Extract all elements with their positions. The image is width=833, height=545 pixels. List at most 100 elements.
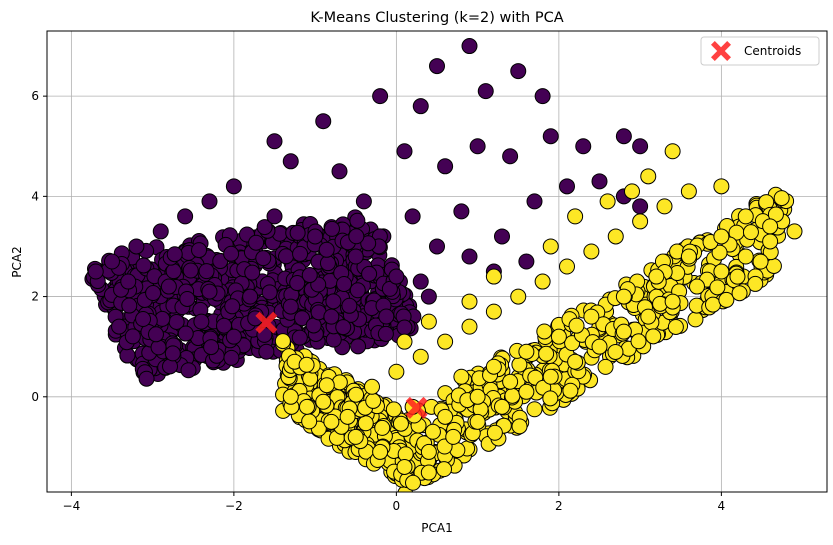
x-tick-label: −4 [63,499,81,513]
cluster-1-point [485,303,502,320]
cluster-0-point [396,143,413,160]
cluster-0-point [278,248,295,265]
cluster-0-point [378,308,395,325]
cluster-1-point [632,213,649,230]
cluster-0-point [349,282,366,299]
cluster-0-point [518,253,535,270]
cluster-1-point [536,323,553,340]
cluster-1-point [486,424,503,441]
cluster-0-point [225,178,242,195]
cluster-1-point [583,243,600,260]
cluster-0-point [165,263,182,280]
cluster-0-point [180,362,197,379]
cluster-1-point [461,293,478,310]
cluster-1-point [469,388,486,405]
cluster-1-point [298,356,315,373]
cluster-0-point [166,246,183,263]
cluster-0-point [412,98,429,115]
cluster-1-point [550,328,567,345]
cluster-1-point [392,415,409,432]
cluster-0-point [494,228,510,245]
cluster-1-point [357,415,374,432]
cluster-1-point [597,358,614,375]
cluster-1-point [709,279,726,296]
cluster-0-point [325,331,342,348]
cluster-0-point [242,288,259,305]
cluster-0-point [469,138,486,155]
cluster-1-point [534,273,551,290]
cluster-0-point [429,238,445,255]
cluster-0-point [198,263,215,280]
cluster-1-point [518,343,535,360]
cluster-1-point [567,208,584,225]
cluster-1-point [765,257,782,274]
cluster-0-point [632,198,649,215]
cluster-0-point [193,313,210,330]
cluster-1-point [274,333,291,350]
cluster-0-point [224,298,241,315]
cluster-1-point [318,377,335,394]
cluster-0-point [160,278,177,295]
cluster-1-point [323,413,340,430]
cluster-1-point [461,318,478,335]
cluster-0-point [261,284,278,301]
cluster-0-point [542,128,559,145]
cluster-1-point [347,428,364,445]
cluster-1-point [559,258,575,275]
cluster-0-point [591,173,608,190]
cluster-1-point [282,388,299,405]
cluster-1-point [436,461,453,478]
cluster-1-point [388,363,405,380]
cluster-1-point [424,423,441,440]
cluster-0-point [372,88,389,105]
cluster-0-point [256,219,273,236]
cluster-0-point [150,339,167,356]
cluster-0-point [152,223,169,240]
cluster-0-point [266,208,283,225]
cluster-0-point [461,248,478,265]
cluster-0-point [388,268,405,285]
cluster-1-point [562,382,579,399]
cluster-1-point [737,208,754,225]
centroid-marker-1 [405,396,428,419]
cluster-0-point [244,264,261,281]
y-tick-label: 6 [31,89,39,103]
cluster-1-point [365,392,382,409]
cluster-1-point [396,333,413,350]
cluster-0-point [179,290,196,307]
cluster-0-point [124,328,141,345]
cluster-1-point [453,368,470,385]
cluster-1-point [511,418,528,435]
cluster-0-point [203,339,220,356]
cluster-0-point [225,328,242,345]
cluster-1-point [680,248,697,265]
cluster-1-point [542,368,559,385]
y-tick-label: 2 [31,290,39,304]
cluster-1-point [538,345,555,362]
cluster-1-point [752,253,769,270]
cluster-1-point [445,428,462,445]
cluster-1-point [607,228,624,245]
cluster-0-point [429,58,445,75]
cluster-0-point [282,298,299,315]
cluster-0-point [111,318,128,335]
cluster-0-point [191,242,208,259]
cluster-1-point [713,228,730,245]
cluster-0-point [404,208,421,225]
cluster-1-point [711,244,728,261]
cluster-0-point [128,238,145,255]
cluster-1-point [762,233,779,250]
cluster-0-point [381,280,398,297]
centroids [255,311,428,419]
axis-ticks: −4 −2 0 2 4 0 2 4 6 [31,89,725,513]
y-tick-label: 0 [31,390,39,404]
cluster-1-point [396,458,413,475]
cluster-0-point [289,224,306,241]
cluster-0-point [437,158,454,175]
cluster-0-point [420,288,437,305]
cluster-1-point [664,293,681,310]
plot-frame [46,30,828,493]
cluster-0-point [135,257,152,274]
legend-box [700,36,820,66]
cluster-1-point [374,419,391,436]
